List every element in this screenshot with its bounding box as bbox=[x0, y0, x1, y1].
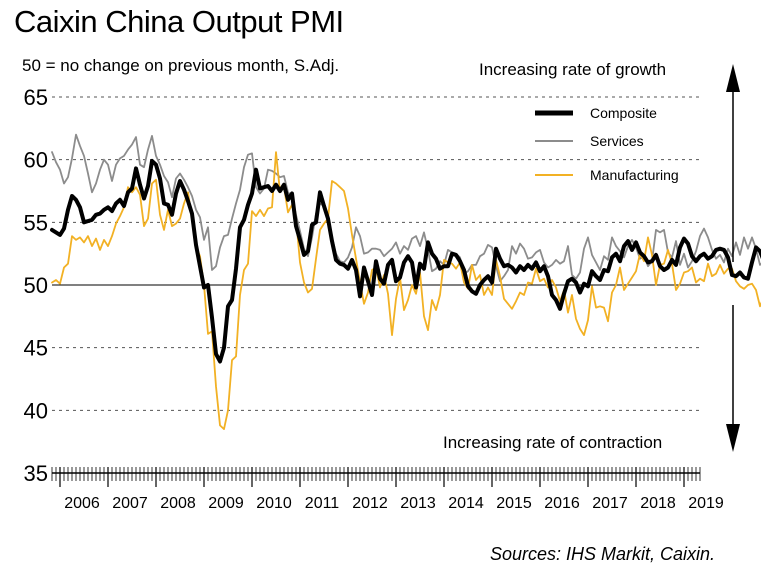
arrow-down-icon bbox=[726, 424, 740, 452]
y-tick-label: 45 bbox=[24, 336, 48, 361]
chart-subtitle: 50 = no change on previous month, S.Adj. bbox=[22, 56, 340, 75]
arrow-up-icon bbox=[726, 64, 740, 92]
legend: Composite Services Manufacturing bbox=[535, 105, 679, 183]
x-tick-label: 2010 bbox=[256, 495, 292, 512]
x-axis: 2006 2007 2008 2009 2010 2011 2012 2013 2014 2015… bbox=[51, 467, 724, 512]
x-tick-label: 2013 bbox=[400, 495, 436, 512]
direction-arrow bbox=[726, 64, 740, 452]
y-tick-label: 40 bbox=[24, 398, 48, 423]
growth-annotation: Increasing rate of growth bbox=[479, 60, 667, 79]
x-tick-label: 2008 bbox=[160, 495, 196, 512]
series-line-composite bbox=[50, 158, 761, 364]
x-tick-label: 2015 bbox=[496, 495, 532, 512]
x-tick-label: 2006 bbox=[64, 495, 100, 512]
y-tick-label: 55 bbox=[24, 210, 48, 235]
series-line-manufacturing bbox=[51, 151, 761, 431]
contraction-annotation: Increasing rate of contraction bbox=[443, 433, 663, 452]
legend-label-services: Services bbox=[590, 133, 644, 149]
x-tick-label: 2007 bbox=[112, 495, 148, 512]
legend-label-manufacturing: Manufacturing bbox=[590, 167, 679, 183]
x-tick-label: 2009 bbox=[208, 495, 244, 512]
x-tick-label: 2019 bbox=[688, 495, 724, 512]
series-lines bbox=[50, 133, 761, 431]
y-tick-label: 35 bbox=[24, 461, 48, 486]
y-axis-ticks: 35 40 45 50 55 60 65 bbox=[24, 85, 48, 486]
source-note: Sources: IHS Markit, Caixin. bbox=[489, 544, 715, 564]
x-tick-label: 2016 bbox=[544, 495, 580, 512]
y-tick-label: 50 bbox=[24, 273, 48, 298]
y-tick-label: 60 bbox=[24, 148, 48, 173]
y-tick-label: 65 bbox=[24, 85, 48, 110]
x-tick-label: 2018 bbox=[640, 495, 676, 512]
x-tick-label: 2017 bbox=[592, 495, 628, 512]
gridlines bbox=[52, 96, 700, 411]
legend-label-composite: Composite bbox=[590, 105, 657, 121]
x-tick-label: 2014 bbox=[448, 495, 484, 512]
chart-title: Caixin China Output PMI bbox=[14, 4, 344, 39]
x-tick-label: 2012 bbox=[352, 495, 388, 512]
series-line-services bbox=[51, 133, 761, 283]
x-tick-label: 2011 bbox=[305, 495, 340, 512]
